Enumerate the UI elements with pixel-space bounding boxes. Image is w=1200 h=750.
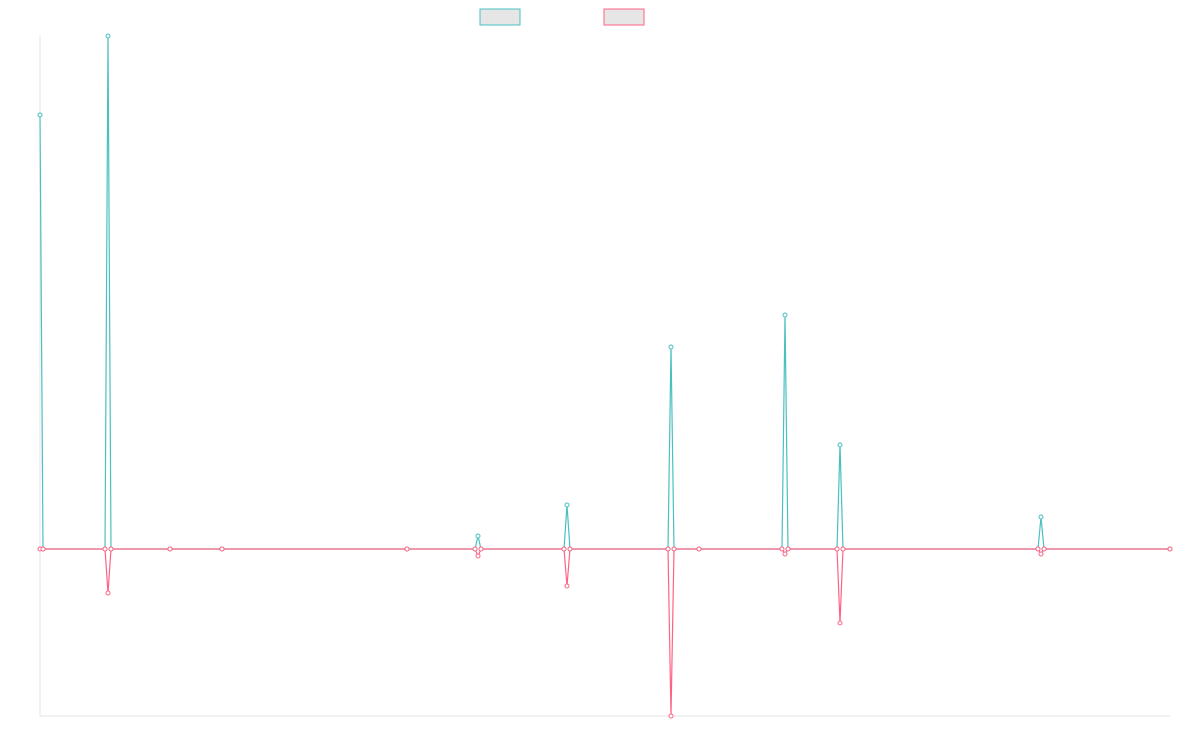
legend-swatch[interactable] — [603, 8, 645, 26]
series-line — [40, 548, 1170, 717]
point — [665, 546, 671, 552]
point — [37, 112, 43, 118]
point — [108, 546, 114, 552]
point — [837, 442, 843, 448]
point — [834, 546, 840, 552]
point — [40, 546, 46, 552]
point — [472, 546, 478, 552]
point — [105, 590, 111, 596]
legend-swatch[interactable] — [479, 8, 521, 26]
point — [837, 620, 843, 626]
point — [478, 546, 484, 552]
point — [1035, 546, 1041, 552]
point — [1038, 514, 1044, 520]
point — [840, 546, 846, 552]
point — [102, 546, 108, 552]
series-line — [39, 35, 1170, 550]
point — [668, 713, 674, 719]
point — [564, 583, 570, 589]
point — [1167, 546, 1173, 552]
point — [167, 546, 173, 552]
point — [668, 344, 674, 350]
point — [785, 546, 791, 552]
point — [219, 546, 225, 552]
point — [779, 546, 785, 552]
point — [671, 546, 677, 552]
point — [567, 546, 573, 552]
point — [782, 312, 788, 318]
point — [475, 533, 481, 539]
point — [696, 546, 702, 552]
point — [404, 546, 410, 552]
point — [564, 502, 570, 508]
point — [475, 553, 481, 559]
point — [105, 33, 111, 39]
point — [782, 551, 788, 557]
point — [561, 546, 567, 552]
point — [1038, 551, 1044, 557]
point — [1041, 546, 1047, 552]
